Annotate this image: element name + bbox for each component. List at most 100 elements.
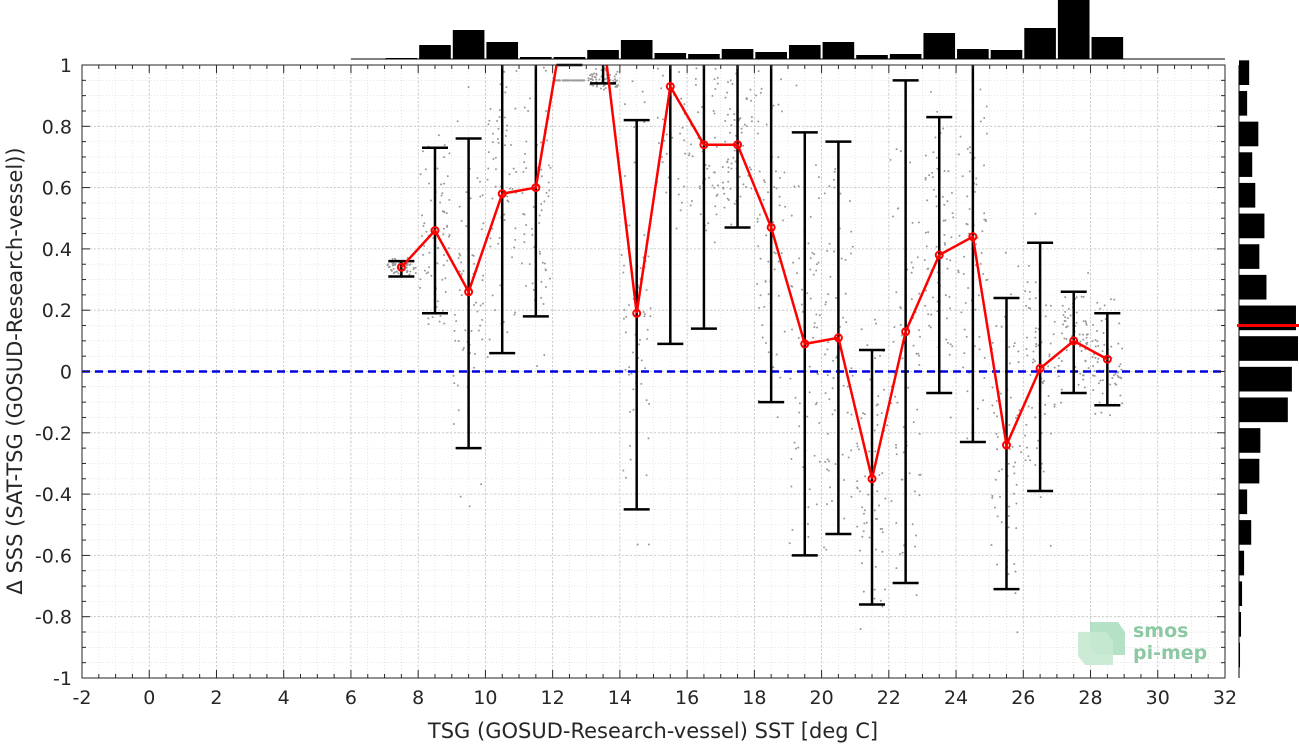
scatter-point xyxy=(511,256,514,259)
scatter-point xyxy=(497,127,500,130)
scatter-point xyxy=(515,69,518,72)
scatter-point xyxy=(1016,631,1019,634)
scatter-point xyxy=(767,260,770,263)
scatter-point xyxy=(918,354,921,357)
scatter-point xyxy=(843,517,846,520)
scatter-point xyxy=(809,257,812,260)
scatter-point xyxy=(773,186,776,189)
scatter-point xyxy=(985,279,988,282)
scatter-point xyxy=(511,187,514,190)
scatter-point xyxy=(531,233,534,236)
scatter-point xyxy=(772,104,775,107)
scatter-point xyxy=(994,506,997,509)
scatter-point xyxy=(1100,319,1103,322)
scatter-point xyxy=(1069,314,1072,317)
scatter-point xyxy=(1096,340,1099,343)
logo-text-smos: smos xyxy=(1133,620,1188,642)
scatter-point xyxy=(985,220,988,223)
scatter-point xyxy=(975,243,978,246)
scatter-point xyxy=(890,499,893,502)
scatter-point xyxy=(544,286,547,289)
scatter-point xyxy=(506,331,509,334)
right-hist-bar xyxy=(1239,336,1298,361)
scatter-point xyxy=(436,300,439,303)
scatter-point xyxy=(439,201,442,204)
scatter-point xyxy=(479,195,482,198)
scatter-point xyxy=(453,382,456,385)
scatter-point xyxy=(649,307,652,310)
scatter-point xyxy=(801,288,804,291)
scatter-point xyxy=(873,597,876,600)
scatter-point xyxy=(637,286,640,289)
scatter-point xyxy=(632,388,635,391)
scatter-point xyxy=(995,415,998,418)
scatter-point xyxy=(1040,462,1043,465)
top-hist-bar xyxy=(486,42,519,59)
x-axis-ticks xyxy=(81,65,1226,678)
scatter-point xyxy=(713,112,716,115)
scatter-point xyxy=(1099,307,1102,310)
scatter-point xyxy=(421,214,424,217)
scatter-point xyxy=(688,154,691,157)
scatter-point xyxy=(1027,455,1030,458)
scatter-point xyxy=(613,78,616,81)
scatter-point xyxy=(876,413,879,416)
scatter-point xyxy=(873,588,876,591)
scatter-point xyxy=(924,304,927,307)
scatter-point xyxy=(1015,527,1018,530)
scatter-point xyxy=(873,318,876,321)
scatter-point xyxy=(797,185,800,188)
scatter-point xyxy=(595,78,598,81)
scatter-point xyxy=(638,343,641,346)
scatter-point xyxy=(993,411,996,414)
scatter-point xyxy=(452,374,455,377)
scatter-point xyxy=(420,234,423,237)
top-hist-bar xyxy=(957,49,989,59)
scatter-point xyxy=(791,328,794,331)
scatter-point xyxy=(425,272,428,275)
scatter-point xyxy=(647,437,650,440)
scatter-point xyxy=(894,444,897,447)
scatter-point xyxy=(587,79,590,82)
right-hist-bar xyxy=(1239,428,1261,453)
scatter-point xyxy=(714,205,717,208)
scatter-point xyxy=(790,214,793,217)
scatter-point xyxy=(548,277,551,280)
x-tick-labels: -2 0 2 4 6 8 10 12 14 16 18 20 22 24 26 28 30 32 xyxy=(73,687,1238,709)
scatter-point xyxy=(928,174,931,177)
scatter-point xyxy=(857,448,860,451)
scatter-point xyxy=(809,215,812,218)
scatter-point xyxy=(868,450,871,453)
scatter-point xyxy=(1064,319,1067,322)
scatter-point xyxy=(793,185,796,188)
mean-marker xyxy=(867,474,877,484)
scatter-point xyxy=(698,185,701,188)
scatter-point xyxy=(831,387,834,390)
scatter-point xyxy=(591,78,594,81)
scatter-point xyxy=(824,460,827,463)
scatter-point xyxy=(777,156,780,159)
scatter-point xyxy=(525,167,528,170)
scatter-point xyxy=(823,546,826,549)
scatter-point xyxy=(943,241,946,244)
scatter-point xyxy=(895,446,898,449)
scatter-point xyxy=(452,423,455,426)
scatter-point xyxy=(726,91,729,94)
scatter-point xyxy=(525,140,528,143)
y-tick-label: 1 xyxy=(60,55,72,77)
scatter-point xyxy=(999,392,1002,395)
scatter-point xyxy=(1008,505,1011,508)
scatter-point xyxy=(397,272,400,275)
scatter-point xyxy=(540,280,543,283)
mean-marker xyxy=(800,339,810,349)
scatter-point xyxy=(678,71,681,74)
scatter-point xyxy=(1024,459,1027,462)
scatter-point xyxy=(996,448,999,451)
scatter-point xyxy=(543,200,546,203)
scatter-point xyxy=(807,242,810,245)
scatter-point xyxy=(756,132,759,135)
scatter-point xyxy=(862,512,865,515)
scatter-point xyxy=(727,166,730,169)
scatter-point xyxy=(482,222,485,225)
scatter-point xyxy=(783,171,786,174)
